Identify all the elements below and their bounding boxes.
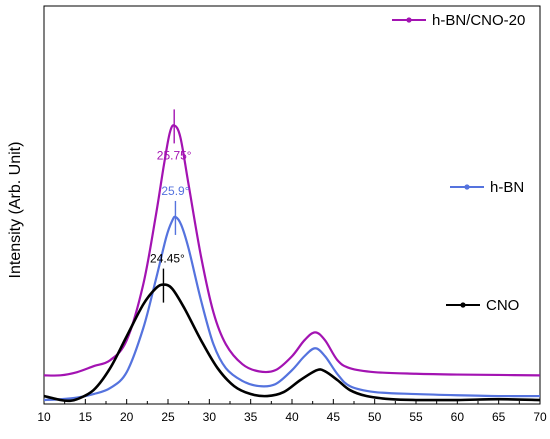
x-tick-label: 15 bbox=[79, 410, 93, 424]
x-tick-label: 40 bbox=[285, 410, 299, 424]
x-tick-label: 20 bbox=[120, 410, 134, 424]
legend-marker-h-bn bbox=[464, 184, 470, 190]
peak-label-cno: 24.45° bbox=[150, 252, 185, 266]
plot-frame bbox=[43, 5, 541, 405]
x-tick-label: 65 bbox=[492, 410, 506, 424]
x-tick-label: 50 bbox=[368, 410, 382, 424]
x-tick-label: 25 bbox=[161, 410, 175, 424]
x-tick-label: 70 bbox=[533, 410, 547, 424]
y-axis-label: Intensity (Arb. Unit) bbox=[7, 142, 24, 279]
x-tick-label: 45 bbox=[327, 410, 341, 424]
peak-label-h-bn-cno-20: 25.75° bbox=[157, 148, 192, 162]
x-tick-label: 10 bbox=[37, 410, 51, 424]
plot-area: 10 15 20 25 30 35 40 45 50 55 60 65 70 25.75° h-BN/CNO… bbox=[37, 5, 547, 424]
legend-label-h-bn-cno-20: h-BN/CNO-20 bbox=[432, 12, 525, 29]
legend-marker-h-bn-cno-20 bbox=[406, 17, 412, 23]
legend-label-cno: CNO bbox=[486, 297, 519, 314]
x-tick-label: 30 bbox=[203, 410, 217, 424]
x-tick-label: 55 bbox=[409, 410, 423, 424]
legend-label-h-bn: h-BN bbox=[490, 179, 524, 196]
series-line-cno bbox=[43, 283, 541, 403]
series-line-h-bn-cno-20 bbox=[43, 124, 541, 377]
series-line-h-bn bbox=[43, 215, 541, 402]
legend-marker-cno bbox=[460, 302, 466, 308]
x-tick-label: 60 bbox=[451, 410, 465, 424]
x-tick-label: 35 bbox=[244, 410, 258, 424]
peak-label-h-bn: 25.9° bbox=[161, 184, 189, 198]
